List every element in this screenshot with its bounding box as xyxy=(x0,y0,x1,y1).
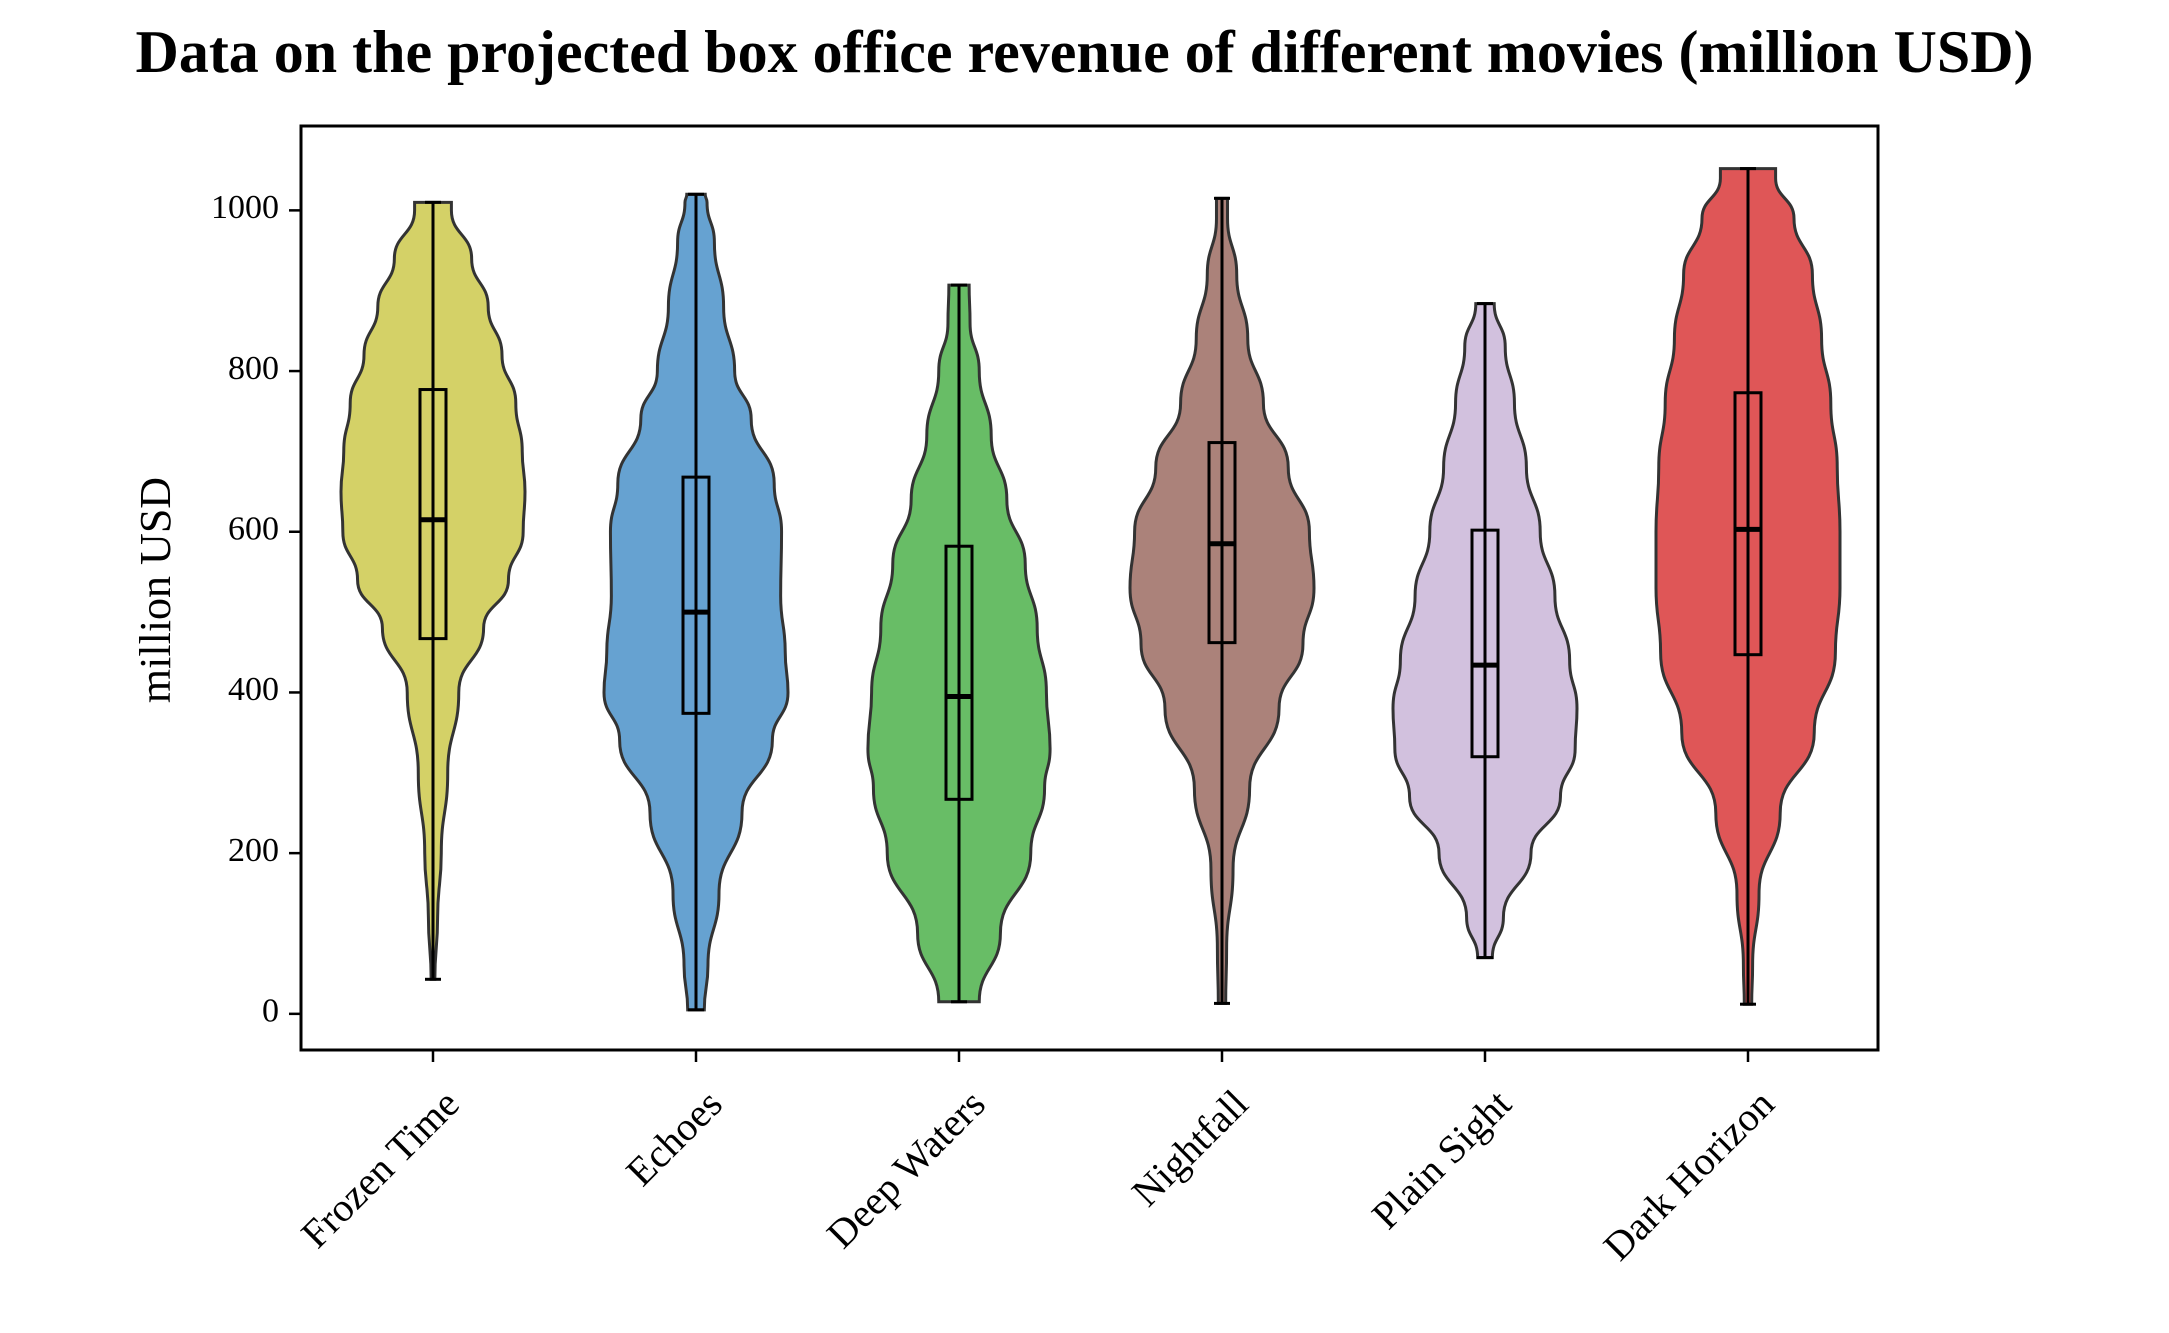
x-tick-label: Nightfall xyxy=(1123,1081,1257,1215)
x-tick-label: Echoes xyxy=(617,1081,731,1195)
chart-title: Data on the projected box office revenue… xyxy=(135,19,2034,85)
y-tick-label: 400 xyxy=(228,671,279,708)
x-tick-label: Frozen Time xyxy=(292,1081,468,1257)
box-layer xyxy=(418,167,1763,1012)
y-tick-label: 0 xyxy=(262,993,279,1030)
x-tick-label: Plain Sight xyxy=(1363,1081,1520,1238)
y-tick-label: 600 xyxy=(228,511,279,548)
iqr-box xyxy=(681,475,711,715)
violin-layer xyxy=(339,167,1842,1012)
x-tick-label: Deep Waters xyxy=(818,1081,994,1257)
y-axis: 0 200 400 600 800 1000 xyxy=(211,189,301,1030)
x-axis: Frozen Time Echoes Deep Waters Nightfall Pla… xyxy=(292,1050,1783,1269)
iqr-box xyxy=(1733,391,1763,657)
y-tick-label: 200 xyxy=(228,832,279,869)
plot-frame xyxy=(299,124,1880,1052)
y-axis-label: million USD xyxy=(131,477,180,703)
x-tick-label: Dark Horizon xyxy=(1595,1081,1783,1269)
iqr-box xyxy=(1470,528,1500,759)
y-tick-label: 1000 xyxy=(211,189,279,226)
y-tick-label: 800 xyxy=(228,350,279,387)
iqr-box xyxy=(418,388,448,641)
iqr-box xyxy=(944,544,974,801)
